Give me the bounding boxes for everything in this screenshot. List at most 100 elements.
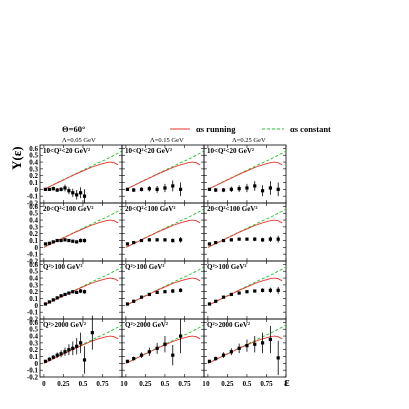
data-point <box>51 298 55 302</box>
y-tick-label: 0.6 <box>29 203 38 211</box>
data-point <box>229 292 233 297</box>
data-point <box>43 359 48 363</box>
data-point <box>253 289 257 293</box>
data-point <box>221 238 226 243</box>
data-point <box>171 184 175 188</box>
curve-running <box>207 161 283 190</box>
row-label: 20<Q²<100 GeV² <box>125 205 175 213</box>
row-label: Q²>2000 GeV² <box>43 321 86 329</box>
curve-running <box>207 219 283 248</box>
data-point <box>90 331 94 335</box>
data-point <box>79 191 83 195</box>
data-point <box>229 350 233 354</box>
curve-constant <box>207 266 287 306</box>
data-point <box>268 237 272 241</box>
x-tick-label: 1 <box>202 380 206 388</box>
data-point <box>75 344 79 348</box>
data-point <box>55 188 59 192</box>
data-point <box>79 289 83 293</box>
curve-running <box>43 219 119 248</box>
data-point <box>237 237 241 241</box>
y-tick-label: 0.4 <box>29 159 38 167</box>
data-point <box>229 238 233 242</box>
data-point <box>59 238 63 243</box>
data-point <box>132 356 136 361</box>
curve-running <box>125 277 201 306</box>
data-point <box>245 186 249 190</box>
data-point <box>71 290 75 294</box>
x-tick-label: 0 <box>42 380 46 388</box>
panel-r4-c2: Q²>2000 GeV² 0 0.25 0.5 0.75 1 <box>121 318 206 388</box>
x-tick-label: 0.5 <box>79 380 88 388</box>
data-point <box>132 240 136 245</box>
data-point <box>125 359 130 363</box>
data-point <box>155 187 159 191</box>
data-point <box>207 187 212 191</box>
data-point <box>59 352 63 356</box>
y-tick-label: 0.6 <box>29 145 38 153</box>
data-point <box>75 240 79 244</box>
data-point <box>178 334 183 338</box>
data-point <box>55 296 59 300</box>
data-point <box>47 241 51 245</box>
column-label-2: Λ=0.15 GeV <box>150 137 184 144</box>
data-point <box>71 191 75 195</box>
row-label: 10<Q²<20 GeV² <box>207 147 254 155</box>
data-point <box>214 188 218 192</box>
data-point <box>82 238 87 243</box>
row-label: Q²>100 GeV² <box>43 263 83 271</box>
data-point <box>178 238 183 242</box>
data-point <box>276 187 280 191</box>
panel-r4-c1: Q²>2000 GeV²-0.2-0.100.10.20.30.40.50.60… <box>27 315 124 388</box>
y-tick-label: 0.3 <box>29 281 38 289</box>
data-point <box>245 344 249 348</box>
data-point <box>139 187 144 191</box>
data-point <box>229 187 233 191</box>
y-tick-label: 0.2 <box>29 346 38 354</box>
data-point <box>47 357 51 361</box>
y-tick-label: 0.6 <box>29 319 38 327</box>
curve-constant <box>125 324 205 364</box>
data-point <box>67 238 71 243</box>
theta-label: Θ=60° <box>62 124 85 134</box>
data-point <box>260 238 265 242</box>
data-point <box>71 239 75 243</box>
data-point <box>207 242 212 246</box>
curve-constant <box>43 266 123 306</box>
data-point <box>63 350 67 354</box>
x-tick-label: 0.75 <box>96 380 109 388</box>
x-tick-label: 0 <box>124 380 128 388</box>
data-point <box>132 299 136 303</box>
y-tick-label: 0.1 <box>29 179 38 187</box>
data-point <box>51 240 55 244</box>
data-point <box>171 353 175 357</box>
data-point <box>63 186 67 190</box>
row-label: Q²>2000 GeV² <box>125 321 168 329</box>
data-point <box>43 187 48 191</box>
data-point <box>125 302 130 306</box>
data-point <box>63 238 67 242</box>
data-point <box>207 302 212 306</box>
data-point <box>132 188 136 192</box>
data-point <box>43 242 48 246</box>
data-point <box>245 290 249 294</box>
data-point <box>82 290 87 294</box>
data-point <box>260 288 265 292</box>
curve-constant <box>207 208 287 248</box>
data-point <box>214 356 218 361</box>
data-point <box>276 288 280 292</box>
data-point <box>147 350 151 354</box>
row-label: 20<Q²<100 GeV² <box>43 205 93 213</box>
panel-r1-c1: 10<Q²<20 GeV²-0.2-0.100.10.20.30.40.50.6 <box>27 144 123 208</box>
panel-r3-c2: Q²>100 GeV² <box>121 260 205 320</box>
row-label: 10<Q²<20 GeV² <box>125 147 172 155</box>
data-point <box>276 237 280 241</box>
data-point <box>79 238 83 243</box>
panel-r2-c2: 20<Q²<100 GeV² <box>121 202 205 262</box>
panel-r3-c1: Q²>100 GeV²-0.2-0.100.10.20.30.40.50.6 <box>27 260 123 324</box>
data-point <box>237 346 241 350</box>
x-tick-label: 0.25 <box>139 380 152 388</box>
data-point <box>55 353 59 357</box>
curve-running <box>125 335 201 364</box>
y-tick-label: -0.2 <box>27 316 39 324</box>
